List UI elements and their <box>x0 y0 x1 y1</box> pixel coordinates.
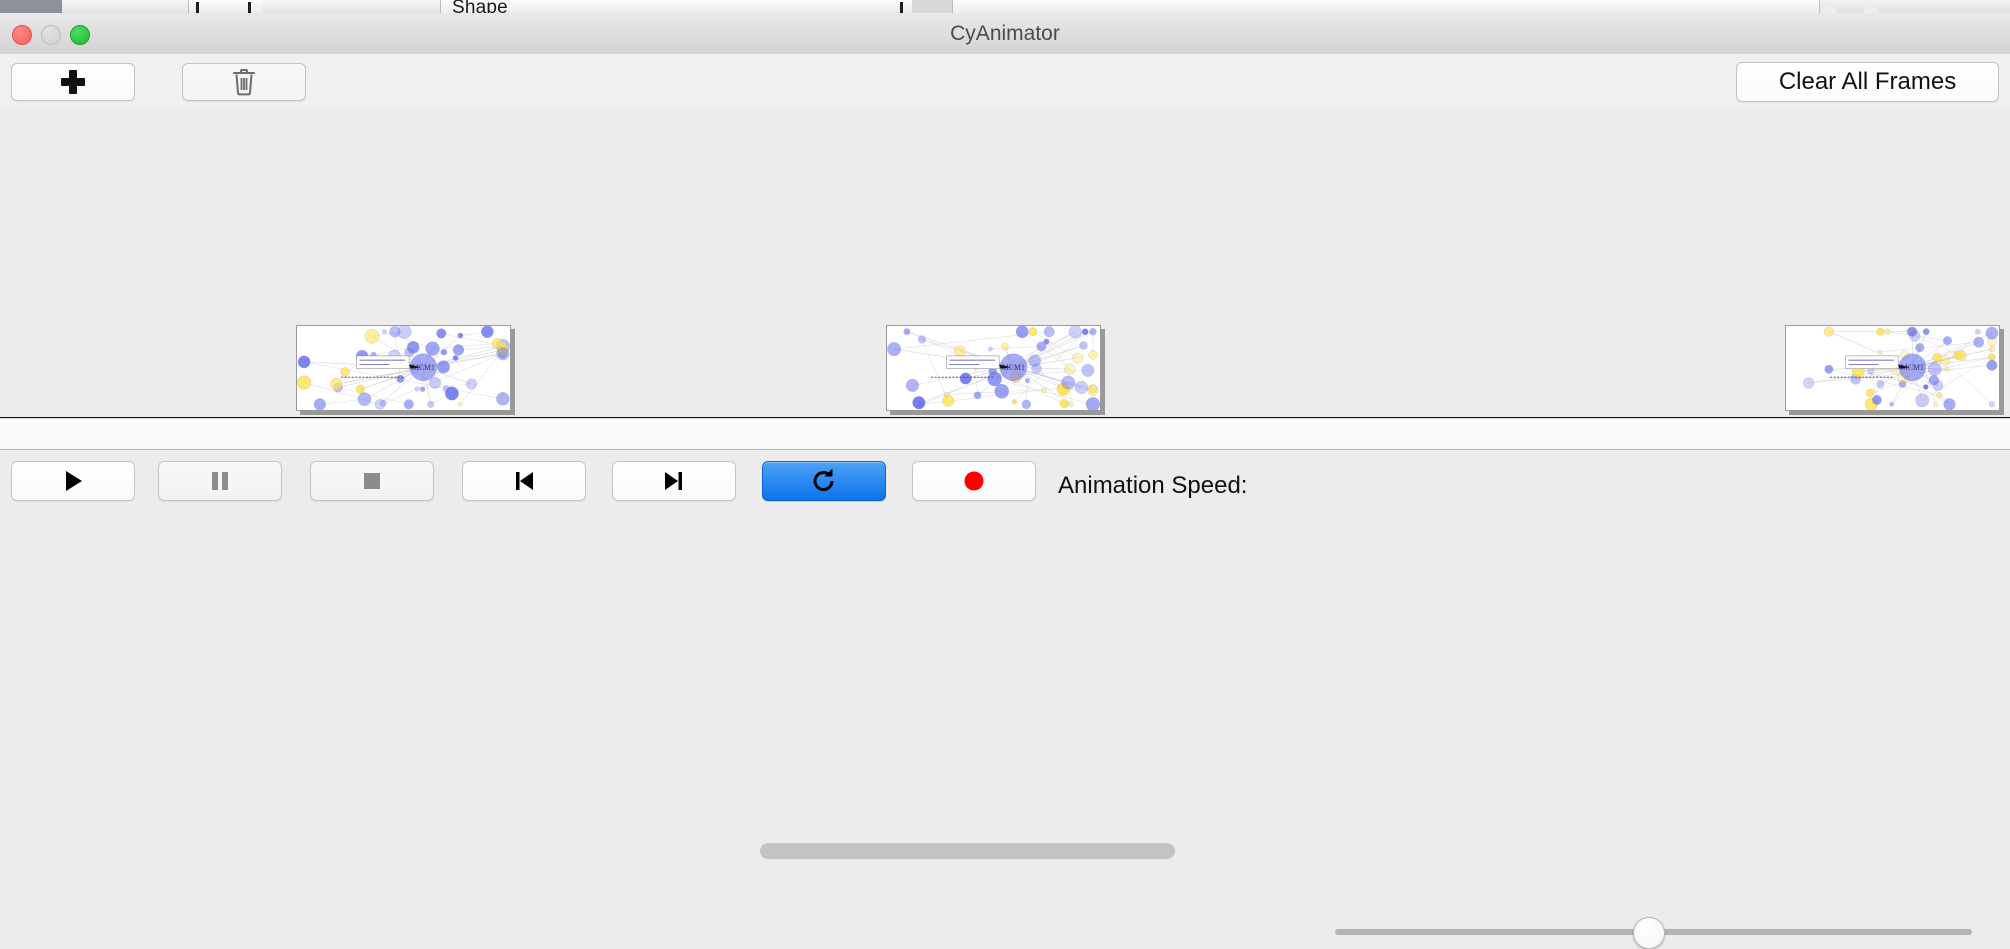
add-frame-button[interactable] <box>11 63 135 101</box>
background-window-selection <box>0 0 62 13</box>
title-bar: CyAnimator <box>0 13 2010 55</box>
loop-icon <box>810 467 838 495</box>
background-tab-label: Shape <box>452 0 508 14</box>
delete-frame-button[interactable] <box>182 63 306 101</box>
skip-to-end-button[interactable] <box>612 461 736 501</box>
clear-all-frames-button[interactable]: Clear All Frames <box>1736 62 1999 102</box>
background-window-strip: Shape <box>0 0 2010 14</box>
cyanimator-window: Shape CyAnimator Clear All Frames <box>0 0 2010 510</box>
background-arrow-icon <box>1862 1 1880 13</box>
playback-bar: Animation Speed: <box>0 449 2010 511</box>
background-mark <box>248 2 251 13</box>
network-thumbnail-graphic: MCM1 <box>1786 326 1999 410</box>
timeline-frame-thumbnail[interactable]: MCM1 <box>886 325 1101 411</box>
toolbar: Clear All Frames <box>0 54 2010 111</box>
stop-icon <box>360 469 384 493</box>
background-arrow-icon <box>1820 1 1838 13</box>
background-tab <box>912 0 953 13</box>
timeline-frame-thumbnail[interactable]: MCM1 <box>296 325 511 411</box>
timeline-panel[interactable]: MCM1 MCM1 MCM1 12131415161 <box>0 110 2010 420</box>
stop-button <box>310 461 434 501</box>
skip-to-start-button[interactable] <box>462 461 586 501</box>
background-tab <box>130 0 189 13</box>
play-icon <box>60 468 86 494</box>
play-button[interactable] <box>11 461 135 501</box>
skip-back-icon <box>511 468 537 494</box>
background-mark <box>196 2 199 13</box>
background-tab <box>262 0 311 13</box>
timeline-scrollbar-track[interactable] <box>0 418 2010 450</box>
loop-button[interactable] <box>762 461 886 501</box>
timeline-scrollbar-thumb[interactable] <box>760 843 1175 859</box>
window-title: CyAnimator <box>0 13 2010 54</box>
background-window-right <box>1819 0 2010 13</box>
network-thumbnail-graphic: MCM1 <box>297 326 510 410</box>
background-tab <box>62 0 131 13</box>
record-button[interactable] <box>912 461 1036 501</box>
background-tab <box>310 0 441 13</box>
animation-speed-label: Animation Speed: <box>1058 472 1247 500</box>
background-mark <box>900 2 903 13</box>
trash-icon <box>232 68 256 96</box>
record-icon <box>961 468 987 494</box>
animation-speed-slider-thumb[interactable] <box>1633 917 1665 949</box>
timeline-frame-thumbnail[interactable]: MCM1 <box>1785 325 2000 411</box>
skip-forward-icon <box>661 468 687 494</box>
pause-button <box>158 461 282 501</box>
plus-icon <box>60 69 86 95</box>
network-thumbnail-graphic: MCM1 <box>887 326 1100 410</box>
pause-icon <box>208 468 232 494</box>
